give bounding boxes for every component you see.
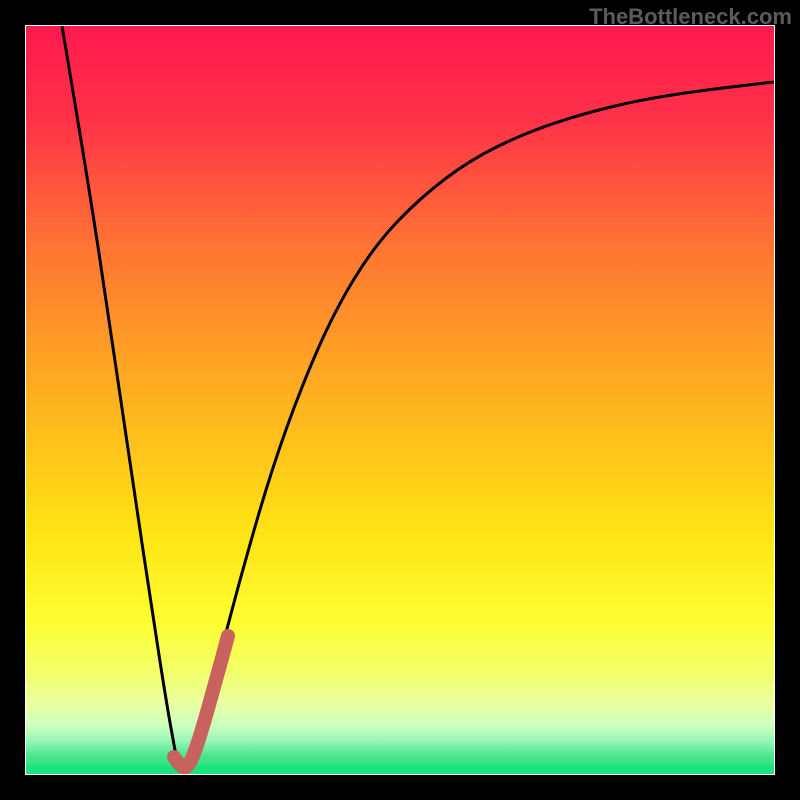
watermark-text: TheBottleneck.com (589, 4, 792, 30)
green-zone-band (26, 765, 774, 774)
chart-frame: TheBottleneck.com (0, 0, 800, 800)
chart-svg (0, 0, 800, 800)
chart-background (26, 26, 774, 774)
